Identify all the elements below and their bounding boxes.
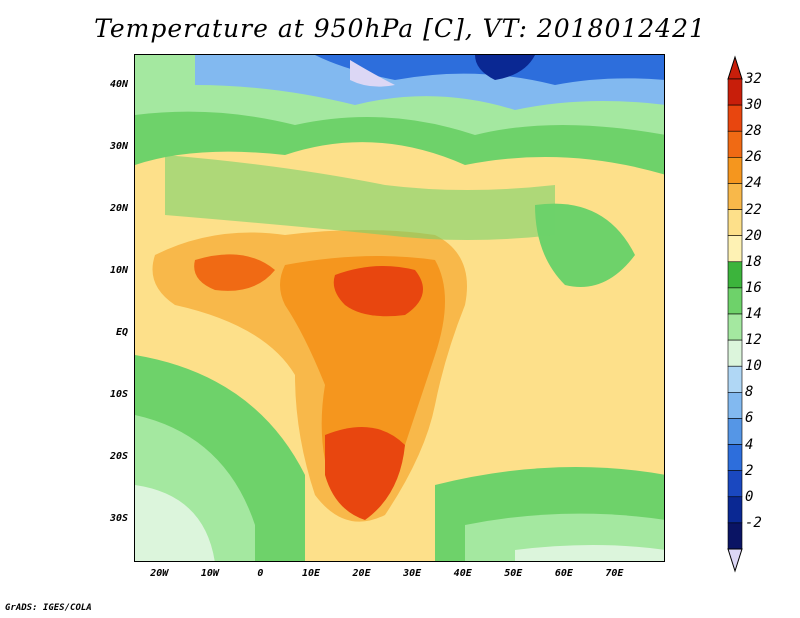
colorbar-swatch xyxy=(727,209,743,236)
colorbar-label: 2 xyxy=(745,462,754,479)
lon-tick-label: 0 xyxy=(257,568,264,579)
colorbar-label: 12 xyxy=(745,332,762,349)
colorbar-swatch xyxy=(727,522,743,550)
lon-tick-label: 40E xyxy=(453,568,472,579)
colorbar-top-arrow xyxy=(727,55,743,80)
grads-credit: GrADS: IGES/COLA xyxy=(5,603,92,613)
lat-tick-label: 30S xyxy=(109,512,128,524)
africa-hot-field xyxy=(280,256,445,502)
map-title: Temperature at 950hPa [C], VT: 201801242… xyxy=(94,14,706,43)
lon-tick-label: 50E xyxy=(504,568,523,579)
lon-tick-label: 10E xyxy=(301,568,321,579)
colorbar-swatch xyxy=(727,130,743,158)
colorbar-label: 6 xyxy=(745,410,754,427)
lon-tick-label: 70E xyxy=(605,568,624,579)
south-indian-coldest xyxy=(515,545,664,561)
colorbar-label: 16 xyxy=(745,279,762,296)
balkans-coldest-zone xyxy=(475,55,535,80)
lat-tick-label: 40N xyxy=(109,78,128,90)
colorbar-label: 20 xyxy=(745,227,762,244)
lat-tick-label: 10N xyxy=(109,264,128,276)
lon-tick-label: 20E xyxy=(352,568,371,579)
lon-tick-label: 20W xyxy=(150,568,169,579)
temperature-field xyxy=(135,55,664,561)
colorbar-label: -2 xyxy=(745,514,762,531)
colorbar-label: 4 xyxy=(745,436,754,453)
lon-tick-label: 10W xyxy=(200,568,219,579)
colorbar-label: 10 xyxy=(745,358,762,375)
central-africa-hottest xyxy=(333,266,423,317)
colorbar-label: 32 xyxy=(745,71,762,87)
colorbar-swatch xyxy=(727,235,743,263)
west-africa-hot xyxy=(194,254,275,291)
colorbar-swatch xyxy=(727,392,743,419)
colorbar-swatch xyxy=(727,470,743,498)
lat-tick-label: 30N xyxy=(109,140,128,152)
colorbar-swatch xyxy=(727,78,743,106)
colorbar-label: 22 xyxy=(745,201,762,218)
colorbar-swatch xyxy=(727,157,743,184)
colorbar-swatch xyxy=(727,444,743,471)
colorbar xyxy=(727,55,743,573)
colorbar-swatch xyxy=(727,339,743,367)
colorbar-swatch xyxy=(727,365,743,393)
colorbar-label: 30 xyxy=(745,97,762,114)
colorbar-swatch xyxy=(727,183,743,210)
colorbar-swatch xyxy=(727,287,743,315)
colorbar-swatch xyxy=(727,418,743,445)
colorbar-label: 8 xyxy=(745,384,754,401)
colorbar-label: 24 xyxy=(745,175,762,192)
colorbar-swatch xyxy=(727,104,743,132)
alps-lavender-zone xyxy=(350,60,395,87)
colorbar-swatch xyxy=(727,496,743,524)
lon-tick-label: 30E xyxy=(403,568,422,579)
lon-tick-label: 60E xyxy=(554,568,573,579)
colorbar-swatch xyxy=(727,313,743,341)
south-atlantic-coldest xyxy=(135,485,215,561)
lat-tick-label: 20S xyxy=(109,450,128,462)
arabian-sea-cool xyxy=(535,203,635,287)
southern-africa-hottest xyxy=(325,427,405,520)
temperature-map xyxy=(134,54,665,562)
lat-tick-label: 20N xyxy=(109,202,128,214)
lat-tick-label: EQ xyxy=(115,326,128,338)
sahara-cool-band xyxy=(165,155,555,240)
colorbar-bottom-arrow xyxy=(727,548,743,573)
colorbar-label: 14 xyxy=(745,306,762,322)
colorbar-label: 0 xyxy=(745,488,754,505)
colorbar-label: 26 xyxy=(745,149,762,166)
colorbar-label: 18 xyxy=(745,253,762,270)
lat-tick-label: 10S xyxy=(109,388,128,400)
colorbar-label: 28 xyxy=(745,123,762,140)
colorbar-swatch xyxy=(727,261,743,289)
